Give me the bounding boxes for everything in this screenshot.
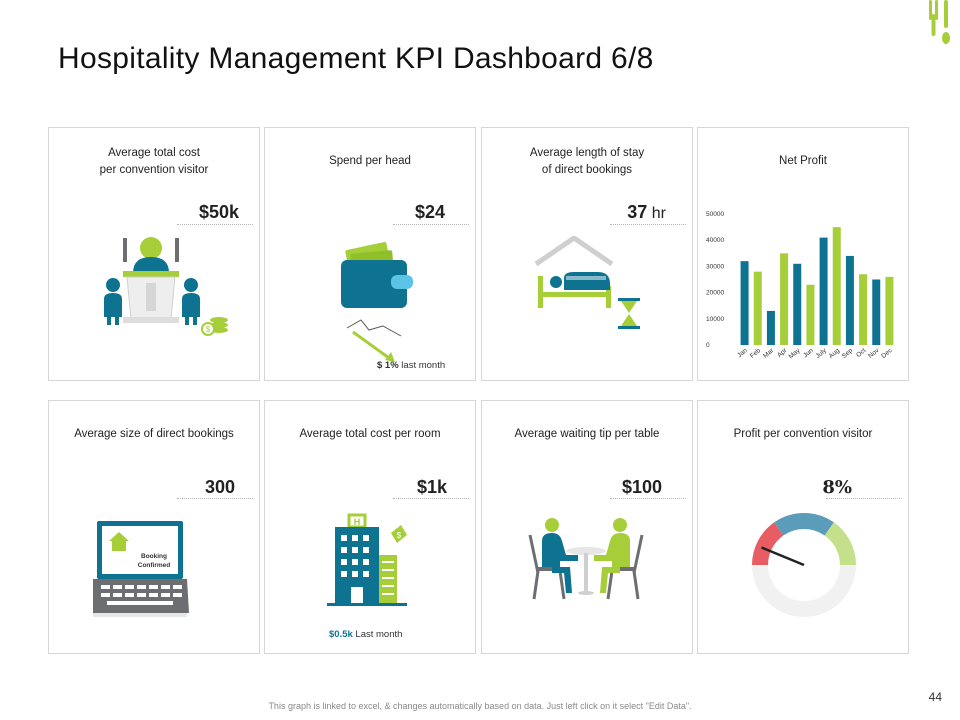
kpi-card-avg-cost-per-room[interactable]: Average total cost per room $1k H $ $0.5… <box>264 400 476 654</box>
card-value: $50k <box>198 202 239 222</box>
kpi-card-avg-size-direct-bookings[interactable]: Average size of direct bookings 300 Book… <box>48 400 260 654</box>
value-underline <box>393 498 469 499</box>
bar-oct <box>859 274 868 345</box>
svg-text:H: H <box>354 517 361 527</box>
speaker-podium-icon: $ <box>104 237 228 336</box>
page-title: Hospitality Management KPI Dashboard 6/8 <box>58 42 654 75</box>
svg-text:$: $ <box>206 325 211 334</box>
cutlery-logo-icon <box>929 0 950 44</box>
x-tick-label: Jan <box>736 347 749 359</box>
trend-down-icon <box>346 319 402 362</box>
y-tick-label: 30000 <box>706 263 724 270</box>
gauge-segment <box>752 522 784 566</box>
card-label: Average size of direct bookings <box>74 428 234 440</box>
booking-confirmed-text: Booking Confirmed <box>137 553 171 569</box>
bar-mar <box>766 310 775 345</box>
value-underline <box>610 498 686 499</box>
value-underline <box>610 224 686 225</box>
y-tick-label: 40000 <box>706 237 724 244</box>
hotel-building-icon: H $ <box>327 513 407 606</box>
card-value: $1k <box>416 477 447 497</box>
bar-feb <box>753 271 762 345</box>
bar-aug <box>832 227 841 345</box>
card-value: 300 <box>204 477 235 497</box>
gauge-needle <box>760 546 805 567</box>
kpi-card-avg-length-of-stay[interactable]: Average length of stay of direct bookings… <box>481 127 693 381</box>
svg-text:$: $ <box>397 531 402 540</box>
wallet-icon <box>341 242 413 308</box>
page-number: 44 <box>928 690 942 704</box>
value-underline <box>826 498 902 499</box>
value-underline <box>177 498 253 499</box>
card-label: Spend per head <box>329 155 411 167</box>
gauge-segment <box>824 522 856 566</box>
bar-jan <box>740 261 749 345</box>
card-label: Average waiting tip per table <box>514 428 660 440</box>
last-month-note: $0.5k Last month <box>329 629 403 640</box>
x-tick-label: July <box>815 347 829 360</box>
kpi-card-profit-per-visitor[interactable]: Profit per convention visitor 8% <box>697 400 909 654</box>
x-tick-label: Oct <box>855 347 867 359</box>
bed-hourglass-icon <box>534 236 640 329</box>
kpi-card-net-profit[interactable]: Net Profit 0 10000 20000 30000 40000 50000 Jan… <box>697 127 909 381</box>
card-value: 37 hr <box>627 202 666 222</box>
card-label: Average total cost per room <box>299 428 441 440</box>
y-tick-label: 50000 <box>706 211 724 218</box>
dining-table-icon <box>528 518 644 600</box>
profit-gauge <box>752 513 856 617</box>
x-tick-label: Sep <box>841 347 855 360</box>
x-tick-label: Nov <box>867 347 881 360</box>
bar-july <box>819 237 828 345</box>
bar-sep <box>845 255 854 345</box>
change-note: $ 1% last month <box>377 360 446 371</box>
value-underline <box>177 224 253 225</box>
card-label: Average total cost per convention visitor <box>99 147 209 176</box>
laptop-booking-icon <box>93 521 189 617</box>
bar-may <box>793 263 802 345</box>
x-tick-label: Jun <box>802 347 815 359</box>
value-underline <box>393 224 469 225</box>
y-tick-label: 20000 <box>706 290 724 297</box>
kpi-card-avg-cost-per-visitor[interactable]: Average total cost per convention visitor… <box>48 127 260 381</box>
kpi-card-spend-per-head[interactable]: Spend per head $24 $ 1% last month <box>264 127 476 381</box>
card-value: $24 <box>414 202 445 222</box>
x-tick-label: Aug <box>828 347 842 360</box>
y-tick-label: 10000 <box>706 316 724 323</box>
gauge-segment <box>774 513 834 536</box>
x-tick-label: Apr <box>776 347 789 359</box>
card-label: Net Profit <box>779 155 827 167</box>
y-tick-label: 0 <box>706 342 710 349</box>
kpi-card-avg-waiting-tip[interactable]: Average waiting tip per table $100 <box>481 400 693 654</box>
net-profit-bar-chart: 0 10000 20000 30000 40000 50000 Jan Feb Mar Apr Ma… <box>706 211 894 361</box>
card-label: Profit per convention visitor <box>733 428 873 440</box>
bar-dec <box>885 276 894 345</box>
x-tick-label: May <box>788 347 802 361</box>
x-tick-label: Feb <box>749 347 762 360</box>
x-tick-label: Dec <box>880 347 894 360</box>
card-value: 8% <box>822 477 852 498</box>
card-label: Average length of stay of direct bookings <box>529 147 645 176</box>
bar-jun <box>806 284 815 345</box>
card-value: $100 <box>621 477 662 497</box>
footer-note: This graph is linked to excel, & changes… <box>268 701 692 711</box>
bar-apr <box>780 253 789 345</box>
x-tick-label: Mar <box>762 347 776 360</box>
bar-nov <box>872 279 881 345</box>
